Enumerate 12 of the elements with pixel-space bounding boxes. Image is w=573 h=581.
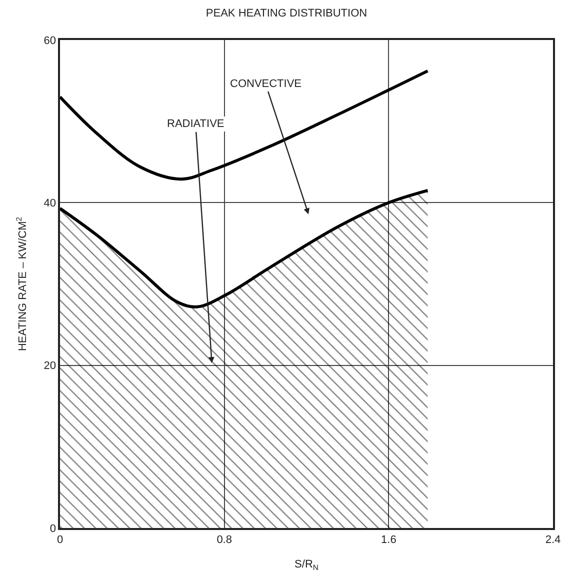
y-tick-label: 60 bbox=[44, 34, 56, 47]
y-tick-label: 0 bbox=[50, 522, 56, 535]
chart-title: PEAK HEATING DISTRIBUTION bbox=[206, 7, 368, 20]
y-tick-label: 20 bbox=[44, 360, 56, 372]
x-tick-label: 1.6 bbox=[381, 534, 396, 546]
x-axis-title: S/R$_{N}$ bbox=[294, 558, 318, 572]
x-tick-label: 2.4 bbox=[545, 534, 561, 546]
y-tick-label: 40 bbox=[44, 198, 56, 210]
line-series bbox=[60, 69, 430, 181]
annotation: RADIATIVE bbox=[167, 118, 224, 130]
x-tick-label: 0.8 bbox=[216, 534, 232, 546]
annotation: CONVECTIVE bbox=[230, 78, 302, 90]
